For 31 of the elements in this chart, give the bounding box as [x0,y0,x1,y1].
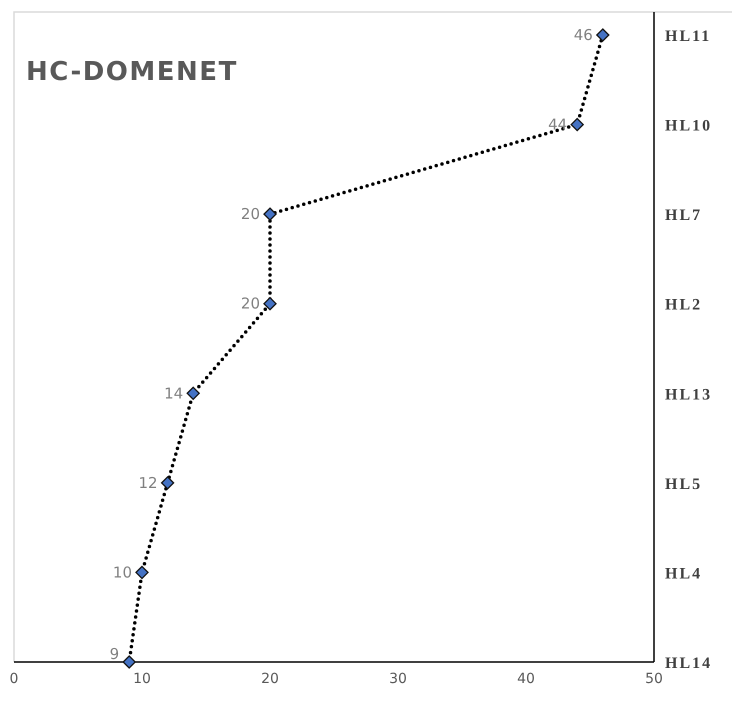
x-tick-label: 10 [133,671,151,687]
point [135,566,149,580]
point [263,207,277,221]
data-label: 44 [548,116,568,134]
x-tick-label: 20 [261,671,279,687]
data-label: 10 [112,563,132,582]
y-tick-label: HL14 [665,655,712,672]
data-label: 9 [110,645,120,663]
data-label: 20 [240,294,260,313]
y-tick-label: HL7 [665,207,702,224]
y-tick-label: HL4 [665,565,702,582]
point [570,118,584,132]
data-label: 46 [574,26,593,44]
text: HC-DOMENET [26,57,238,87]
y-tick-label: HL13 [665,386,712,404]
y-tick-label: HL2 [665,296,702,314]
x-tick-label: 0 [10,671,18,687]
point [160,476,174,490]
x-tick-label: 40 [517,671,535,687]
y-tick-label: HL5 [665,476,702,493]
point [186,386,200,400]
data-label: 12 [138,474,158,492]
y-tick-label: HL11 [665,28,712,45]
x-tick-label: 30 [389,671,407,687]
data-label: 14 [164,384,184,402]
data-label: 20 [240,205,260,224]
point [596,28,610,42]
point [122,655,136,669]
point [263,297,277,310]
x-tick-label: 50 [645,671,663,687]
y-tick-label: HL10 [665,118,712,135]
